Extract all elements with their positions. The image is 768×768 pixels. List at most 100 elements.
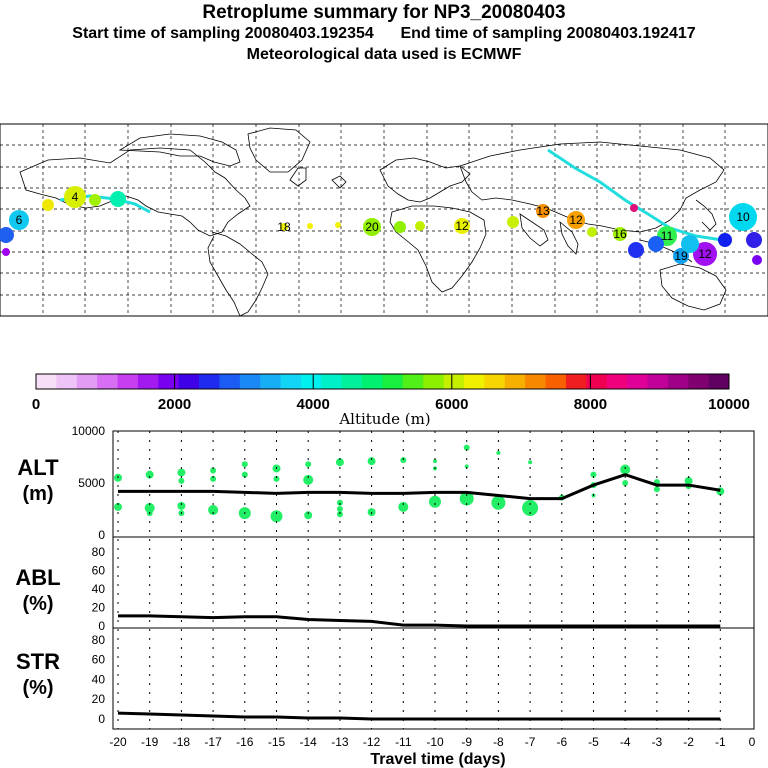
map-marker — [415, 221, 425, 231]
map-marker — [648, 236, 664, 252]
colorbar-label: Altitude (m) — [338, 410, 430, 428]
alt-point — [210, 475, 217, 482]
alt-point — [590, 471, 597, 478]
colorbar-cell — [239, 374, 261, 389]
map-marker — [64, 186, 86, 208]
map-day-label: 11 — [661, 229, 674, 243]
map-marker — [2, 248, 10, 256]
map-marker — [628, 242, 644, 258]
colorbar-cell — [300, 374, 322, 389]
alt-point — [210, 467, 217, 474]
str-panel: STR (%) 80 60 40 20 0 — [16, 627, 755, 730]
x-tick-label: -5 — [588, 735, 599, 749]
colorbar-cell — [97, 374, 119, 389]
colorbar-cell — [667, 374, 689, 389]
x-tick-label: -20 — [109, 735, 127, 749]
x-tick-label: -1 — [715, 735, 726, 749]
alt-point — [684, 476, 693, 485]
y-tick-label: 20 — [92, 601, 106, 615]
colorbar-tick-label: 8000 — [574, 396, 607, 413]
map-labels: 20 12 12 13 11 12 10 4 6 16 19 18 — [16, 190, 750, 263]
str-label: STR — [16, 649, 60, 674]
y-tick-label: 10000 — [72, 424, 106, 438]
colorbar-cell — [260, 374, 282, 389]
alt-point — [622, 480, 629, 486]
map-marker — [280, 223, 288, 231]
map-day-label: 6 — [16, 213, 23, 227]
x-tick-label: -14 — [300, 735, 318, 749]
map-marker — [0, 227, 14, 243]
colorbar-tick-label: 10000 — [708, 396, 750, 413]
map-marker — [507, 216, 519, 228]
colorbar-cell — [586, 374, 608, 389]
x-tick-label: -11 — [395, 735, 412, 749]
abl-panel: ABL (%) 80 60 40 20 0 — [15, 536, 755, 633]
colorbar-tick-label: 4000 — [297, 396, 330, 413]
colorbar-cell — [443, 374, 465, 389]
colorbar-cell — [219, 374, 241, 389]
alt-point — [653, 486, 660, 493]
x-tick-label: -2 — [683, 735, 694, 749]
map-marker — [335, 222, 341, 228]
alt-point — [336, 499, 343, 506]
title-block: Retroplume summary for NP3_20080403 Star… — [0, 2, 768, 65]
colorbar-cell — [708, 374, 730, 389]
alt-point — [463, 444, 470, 451]
x-tick-labels: -20 -19 -18 -17 -16 -15 -14 -13 -12 -11 -10 -9 -8 -7-… — [109, 735, 755, 749]
map-marker — [746, 232, 762, 248]
x-tick-label: -16 — [236, 735, 254, 749]
alt-point — [241, 471, 248, 478]
map-day-label: 4 — [72, 190, 79, 204]
str-line — [117, 711, 721, 721]
map-panel: 20 12 12 13 11 12 10 4 6 16 19 18 — [0, 123, 768, 317]
colorbar-cell — [545, 374, 567, 389]
y-tick-label: 0 — [98, 712, 105, 726]
alt-yticks: 10000 5000 0 — [72, 424, 106, 542]
alt-point — [400, 457, 407, 464]
y-tick-label: 60 — [92, 653, 106, 667]
colorbar-cell — [280, 374, 302, 389]
alt-point — [367, 457, 376, 466]
alt-point — [335, 458, 344, 467]
colorbar-cell — [382, 374, 404, 389]
map-marker — [567, 211, 585, 229]
map-marker — [363, 218, 381, 236]
colorbar-tick-label: 0 — [32, 396, 40, 413]
map-marker — [630, 204, 638, 212]
alt-point — [303, 474, 314, 485]
map-day-label: 10 — [736, 210, 750, 224]
str-unit: (%) — [22, 677, 53, 699]
map-marker — [718, 233, 732, 247]
x-tick-label: -13 — [331, 735, 349, 749]
x-tick-label: -4 — [620, 735, 631, 749]
alt-label: ALT — [17, 455, 59, 480]
colorbar-cell — [464, 374, 485, 389]
alt-point — [114, 502, 122, 511]
colorbar-cell — [362, 374, 383, 389]
colorbar-cell — [341, 374, 363, 389]
colorbar-cell — [647, 374, 669, 389]
map-marker — [681, 235, 699, 253]
x-tick-label: -15 — [268, 735, 286, 749]
alt-point — [336, 506, 343, 512]
alt-point — [496, 450, 501, 455]
map-marker — [536, 204, 550, 218]
colorbar-cell — [36, 374, 57, 389]
x-tick-label: -7 — [525, 735, 536, 749]
x-tick-label: -17 — [204, 735, 222, 749]
x-tick-label: -9 — [461, 735, 472, 749]
colorbar-cell — [117, 374, 139, 389]
str-frame — [112, 627, 755, 730]
alt-point — [241, 461, 248, 468]
alt-unit: (m) — [22, 483, 53, 505]
map-day-label: 18 — [277, 220, 291, 234]
map-day-label: 13 — [536, 204, 550, 218]
y-tick-label: 20 — [92, 692, 106, 706]
colorbar-cell — [688, 374, 710, 389]
map-day-label: 12 — [569, 213, 583, 227]
alt-point — [145, 470, 154, 479]
x-tick-label: -6 — [556, 735, 567, 749]
x-tick-label: -18 — [173, 735, 191, 749]
y-tick-label: 0 — [98, 528, 105, 542]
